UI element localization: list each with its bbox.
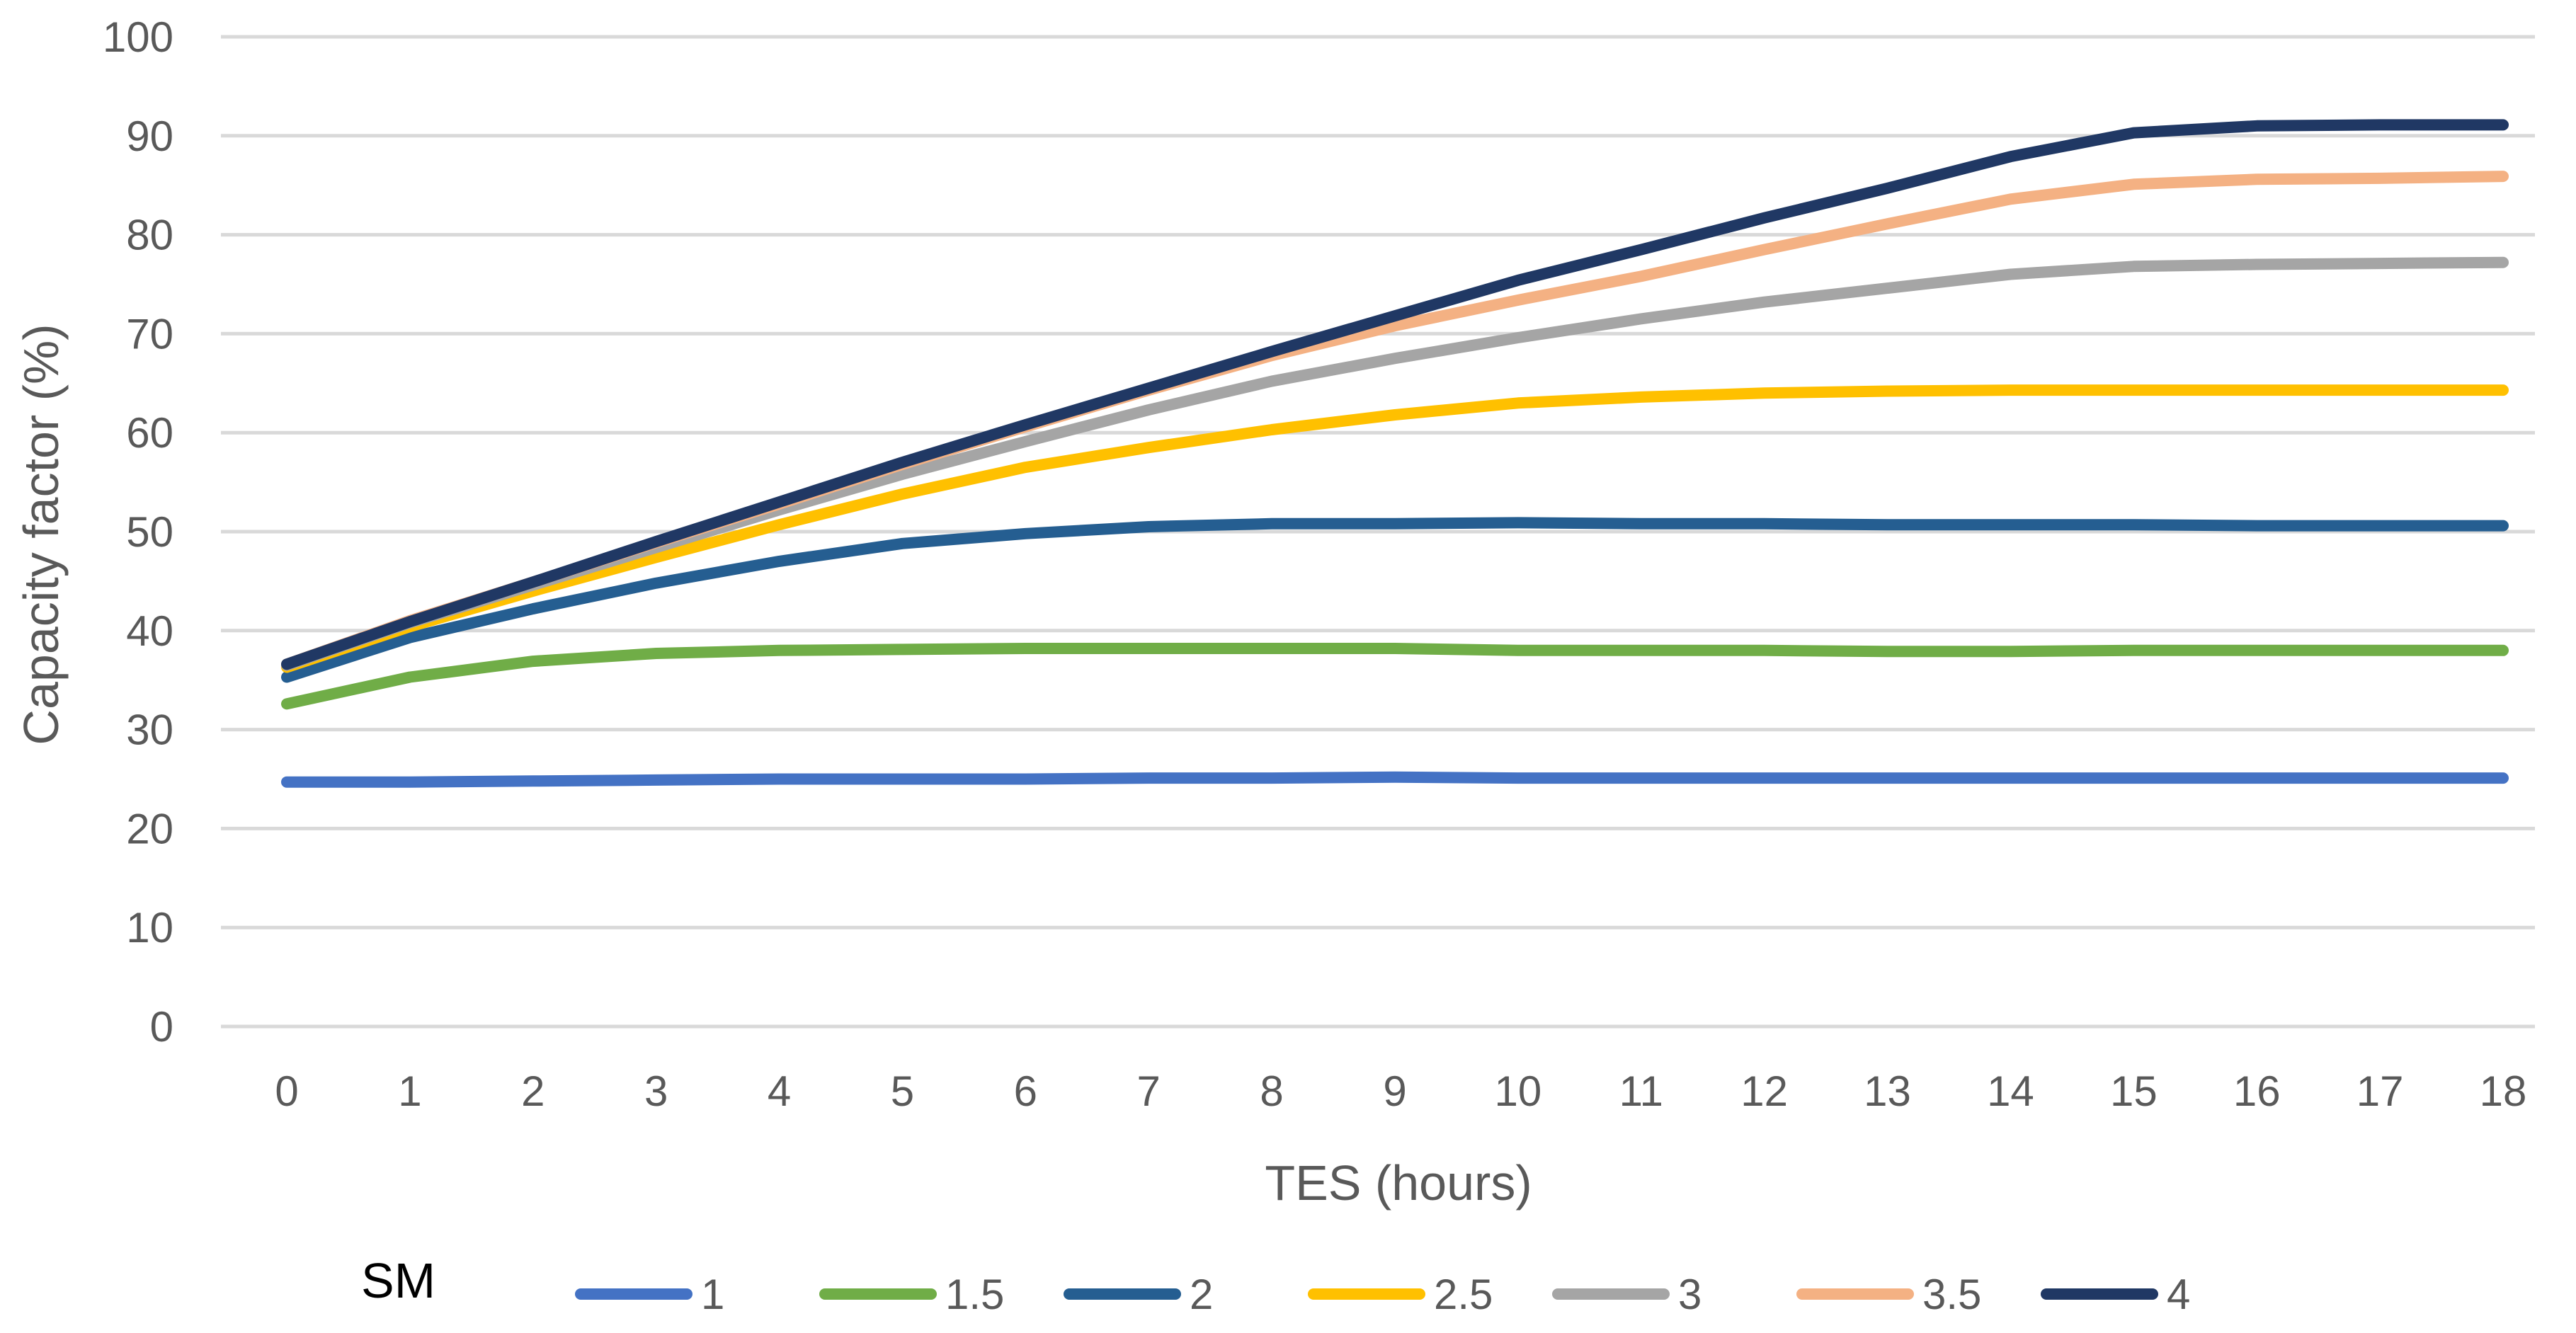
legend-label-sm-2.5: 2.5 [1434,1271,1493,1318]
series-line-sm-1 [281,771,2509,788]
x-tick-label: 16 [2233,1068,2281,1115]
y-tick-label: 100 [103,13,173,61]
x-tick-label: 14 [1987,1068,2034,1115]
x-tick-label: 3 [644,1068,668,1115]
x-tick-label: 17 [2356,1068,2404,1115]
x-tick-label: 13 [1864,1068,1911,1115]
y-tick-label: 80 [126,212,173,259]
series-line-sm-2.5 [281,384,2509,673]
series-line-sm-4 [281,119,2509,670]
y-tick-label: 90 [126,113,173,160]
y-tick-label: 40 [126,607,173,655]
x-tick-label: 8 [1260,1068,1283,1115]
x-tick-label: 11 [1619,1068,1663,1115]
y-tick-label: 30 [126,706,173,754]
x-tick-label: 6 [1014,1068,1037,1115]
legend-label-sm-4: 4 [2167,1271,2190,1318]
y-tick-label: 70 [126,310,173,357]
legend-title: SM [361,1253,435,1308]
y-tick-label: 50 [126,508,173,556]
legend-label-sm-2: 2 [1190,1271,1213,1318]
x-tick-label: 1 [398,1068,421,1115]
legend-label-sm-3.5: 3.5 [1922,1271,1981,1318]
legend-label-sm-1: 1 [701,1271,724,1318]
y-axis-title: Capacity factor (%) [13,324,69,745]
x-axis-tick-labels: 0 1 2 3 4 5 6 7 8 9 10 11 12 13 14 15 16 17 18 [275,1068,2526,1115]
x-tick-label: 5 [891,1068,914,1115]
legend-label-sm-1.5: 1.5 [945,1271,1004,1318]
x-tick-label: 18 [2480,1068,2527,1115]
x-tick-label: 2 [521,1068,545,1115]
series-line-sm-1.5 [281,643,2509,710]
series-line-sm-2 [281,517,2509,683]
y-axis-tick-labels: 0 10 20 30 40 50 60 70 80 90 100 [103,13,173,1051]
legend-label-sm-3: 3 [1678,1271,1702,1318]
y-tick-label: 60 [126,409,173,457]
x-axis-title: TES (hours) [1265,1155,1532,1211]
x-tick-label: 12 [1740,1068,1788,1115]
series-lines [281,119,2509,788]
x-tick-label: 7 [1137,1068,1161,1115]
legend: SM 1 1.5 2 2.5 3 3.5 4 [361,1253,2190,1318]
x-tick-label: 4 [768,1068,791,1115]
y-tick-label: 10 [126,904,173,951]
y-tick-label: 0 [150,1003,173,1051]
y-tick-label: 20 [126,805,173,852]
x-tick-label: 9 [1383,1068,1406,1115]
x-tick-label: 15 [2110,1068,2158,1115]
x-tick-label: 0 [275,1068,298,1115]
x-tick-label: 10 [1495,1068,1542,1115]
